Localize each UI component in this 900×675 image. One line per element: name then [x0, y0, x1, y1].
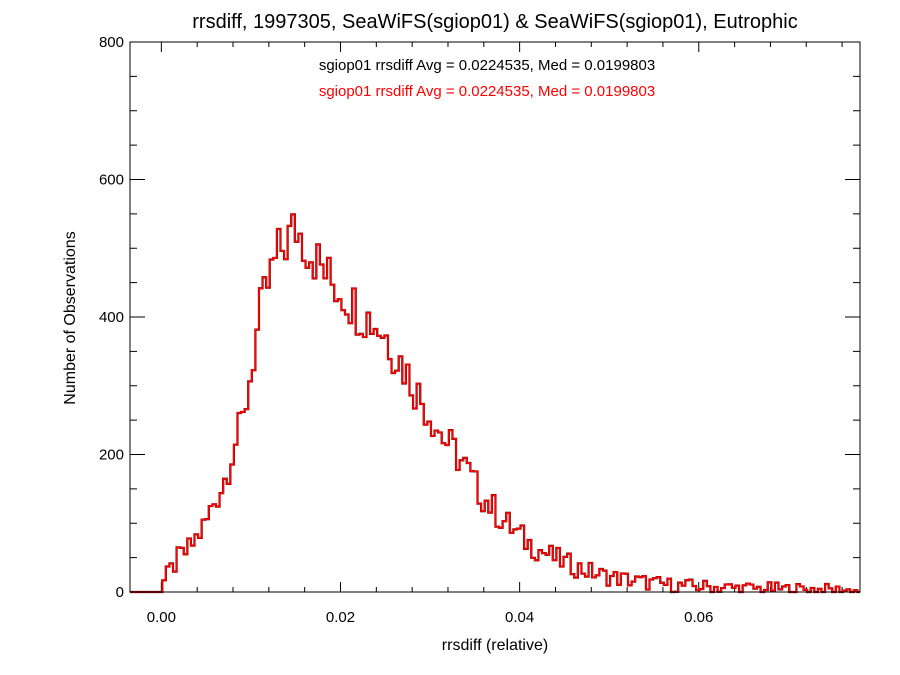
y-tick-label: 400	[99, 309, 124, 326]
annotation-red: sgiop01 rrsdiff Avg = 0.0224535, Med = 0…	[319, 83, 655, 100]
y-tick-label: 800	[99, 34, 124, 51]
y-tick-label: 600	[99, 172, 124, 189]
chart-title: rrsdiff, 1997305, SeaWiFS(sgiop01) & Sea…	[192, 11, 797, 33]
y-axis-label: Number of Observations	[62, 231, 79, 404]
y-tick-label: 200	[99, 447, 124, 464]
y-tick-label: 0	[116, 584, 124, 601]
x-tick-label: 0.02	[326, 609, 355, 626]
x-tick-label: 0.04	[505, 609, 534, 626]
x-tick-label: 0.06	[684, 609, 713, 626]
series-black-line	[130, 213, 860, 594]
x-tick-label: 0.00	[147, 609, 176, 626]
series-layer	[130, 213, 860, 594]
x-axis-label: rrsdiff (relative)	[442, 637, 548, 654]
axes: 0.00 0.02 0.04 0.06 0 200 400 600 800	[99, 34, 860, 626]
annotation-black: sgiop01 rrsdiff Avg = 0.0224535, Med = 0…	[319, 57, 655, 74]
series-red-line	[130, 213, 860, 593]
plot-frame	[129, 41, 861, 593]
